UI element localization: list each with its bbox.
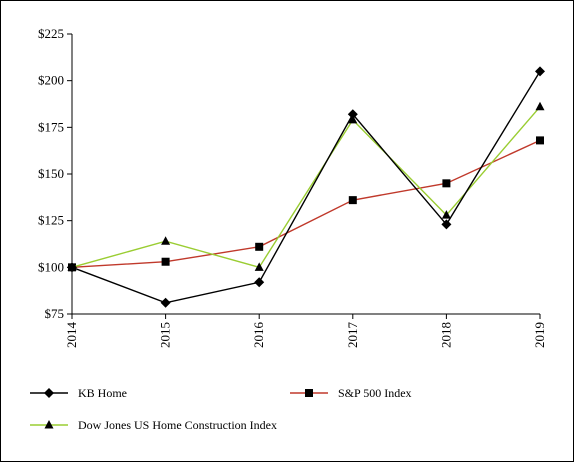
data-point: [441, 219, 452, 230]
data-point: [536, 136, 544, 145]
legend-label: S&P 500 Index: [338, 386, 412, 400]
legend-item: KB Home: [30, 386, 127, 400]
legend-marker: [305, 389, 313, 397]
data-point: [161, 257, 170, 266]
data-point: [160, 297, 171, 308]
data-point: [535, 66, 545, 77]
legend: KB Home S&P 500 Index Dow Jones US Home Co…: [30, 386, 412, 432]
x-tick-label: 2018: [438, 322, 453, 348]
x-tick-label: 2017: [345, 322, 360, 349]
y-tick-label: $125: [38, 213, 64, 228]
legend-marker: [44, 420, 54, 429]
series-line: [71, 139, 541, 269]
series-line: [71, 70, 541, 304]
y-tick-label: $200: [38, 73, 64, 88]
legend-label: Dow Jones US Home Construction Index: [78, 418, 277, 432]
x-tick-label: 2016: [251, 322, 266, 349]
x-tick-label: 2019: [532, 322, 547, 348]
series-2: [67, 101, 545, 271]
data-point: [441, 210, 451, 219]
x-tick-label: 2015: [158, 322, 173, 348]
y-tick-label: $150: [38, 166, 64, 181]
data-point: [348, 196, 357, 205]
data-point: [67, 262, 77, 273]
x-tick-label: 2014: [64, 322, 79, 349]
series-line: [71, 106, 541, 269]
y-tick-label: $225: [38, 26, 64, 41]
y-tick-label: $175: [38, 119, 64, 134]
data-point: [254, 262, 264, 271]
legend-marker: [44, 388, 54, 398]
legend-item: Dow Jones US Home Construction Index: [30, 418, 277, 432]
data-point: [347, 109, 358, 120]
series-1: [68, 136, 544, 272]
legend-label: KB Home: [78, 386, 127, 400]
data-point: [535, 101, 545, 111]
y-tick-label: $75: [45, 306, 65, 321]
series-layer: [67, 66, 545, 308]
data-point: [161, 236, 171, 245]
legend-item: S&P 500 Index: [290, 386, 412, 400]
data-point: [254, 277, 265, 288]
series-0: [67, 66, 545, 308]
y-tick-label: $100: [38, 259, 64, 274]
data-point: [255, 242, 264, 251]
data-point: [442, 179, 451, 188]
